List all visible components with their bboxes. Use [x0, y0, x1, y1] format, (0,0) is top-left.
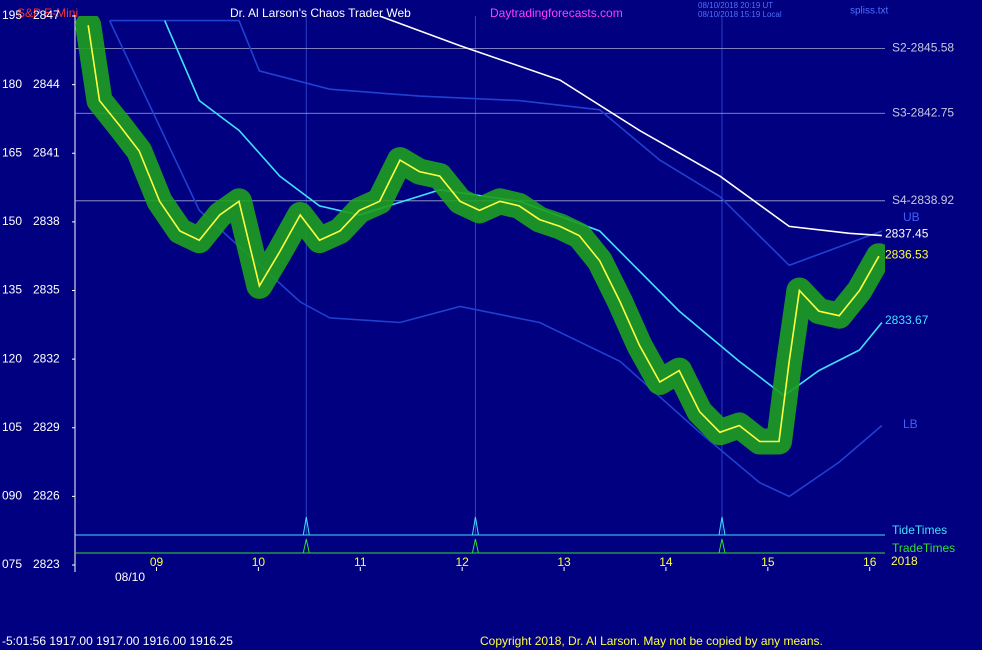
y-tick-label: 2823: [33, 557, 60, 571]
chart-title: S&P E-Mini: [17, 6, 78, 20]
x-tick-label: 13: [557, 555, 571, 569]
y2-tick-label: 150: [2, 214, 22, 228]
y2-tick-label: 105: [2, 420, 22, 434]
x-tick-label: 14: [659, 555, 673, 569]
x-tick-label: 10: [252, 555, 266, 569]
x-tick-label: 09: [150, 555, 164, 569]
timing-spike: [302, 538, 310, 554]
price-label: 2836.53: [885, 248, 929, 262]
series-line: [87, 25, 880, 443]
band-label: UB: [903, 210, 920, 224]
y-tick-label: 2838: [33, 214, 60, 228]
timing-spike: [718, 516, 726, 536]
timing-spike: [302, 516, 310, 536]
y-tick-label: 2841: [33, 145, 60, 159]
y-tick-label: 2832: [33, 351, 60, 365]
copyright: Copyright 2018, Dr. Al Larson. May not b…: [480, 634, 823, 648]
y-tick-label: 2829: [33, 420, 60, 434]
series-line: [108, 20, 883, 498]
timestamp: 08/10/2018 20:19 UT: [698, 1, 773, 10]
y-tick-label: 2826: [33, 489, 60, 503]
file-name: spliss.txt: [850, 6, 889, 17]
y-tick-label: 2835: [33, 283, 60, 297]
level-label: S3-2842.75: [892, 105, 954, 119]
y2-tick-label: 135: [2, 283, 22, 297]
y2-tick-label: 165: [2, 145, 22, 159]
timing-spike: [471, 516, 479, 536]
price-label: 2833.67: [885, 313, 929, 327]
timing-spike: [718, 538, 726, 554]
level-label: S2-2845.58: [892, 41, 954, 55]
timing-label: TideTimes: [892, 523, 947, 537]
band-label: LB: [903, 417, 918, 431]
y2-tick-label: 120: [2, 351, 22, 365]
timing-label: TradeTimes: [892, 541, 955, 555]
y2-tick-label: 180: [2, 77, 22, 91]
series-line: [379, 16, 882, 237]
site-name: Daytradingforecasts.com: [490, 6, 623, 20]
timestamp: 08/10/2018 15:19 Local: [698, 10, 782, 19]
level-label: S4-2838.92: [892, 193, 954, 207]
y2-tick-label: 075: [2, 557, 22, 571]
y2-tick-label: 090: [2, 489, 22, 503]
y-tick-label: 2844: [33, 77, 60, 91]
y2-tick-label: 195: [2, 8, 22, 22]
date-label: 08/10: [115, 570, 145, 584]
chart-subtitle: Dr. Al Larson's Chaos Trader Web: [230, 6, 411, 20]
price-label: 2837.45: [885, 227, 929, 241]
year-label: 2018: [891, 554, 918, 568]
y-tick-label: 2847: [33, 8, 60, 22]
timing-spike: [471, 538, 479, 554]
x-tick-label: 16: [863, 555, 877, 569]
x-tick-label: 11: [354, 555, 367, 569]
x-tick-label: 15: [761, 555, 775, 569]
x-tick-label: 12: [455, 555, 469, 569]
footer-quote: -5:01:56 1917.00 1917.00 1916.00 1916.25: [2, 634, 233, 648]
series-line: [109, 19, 883, 267]
